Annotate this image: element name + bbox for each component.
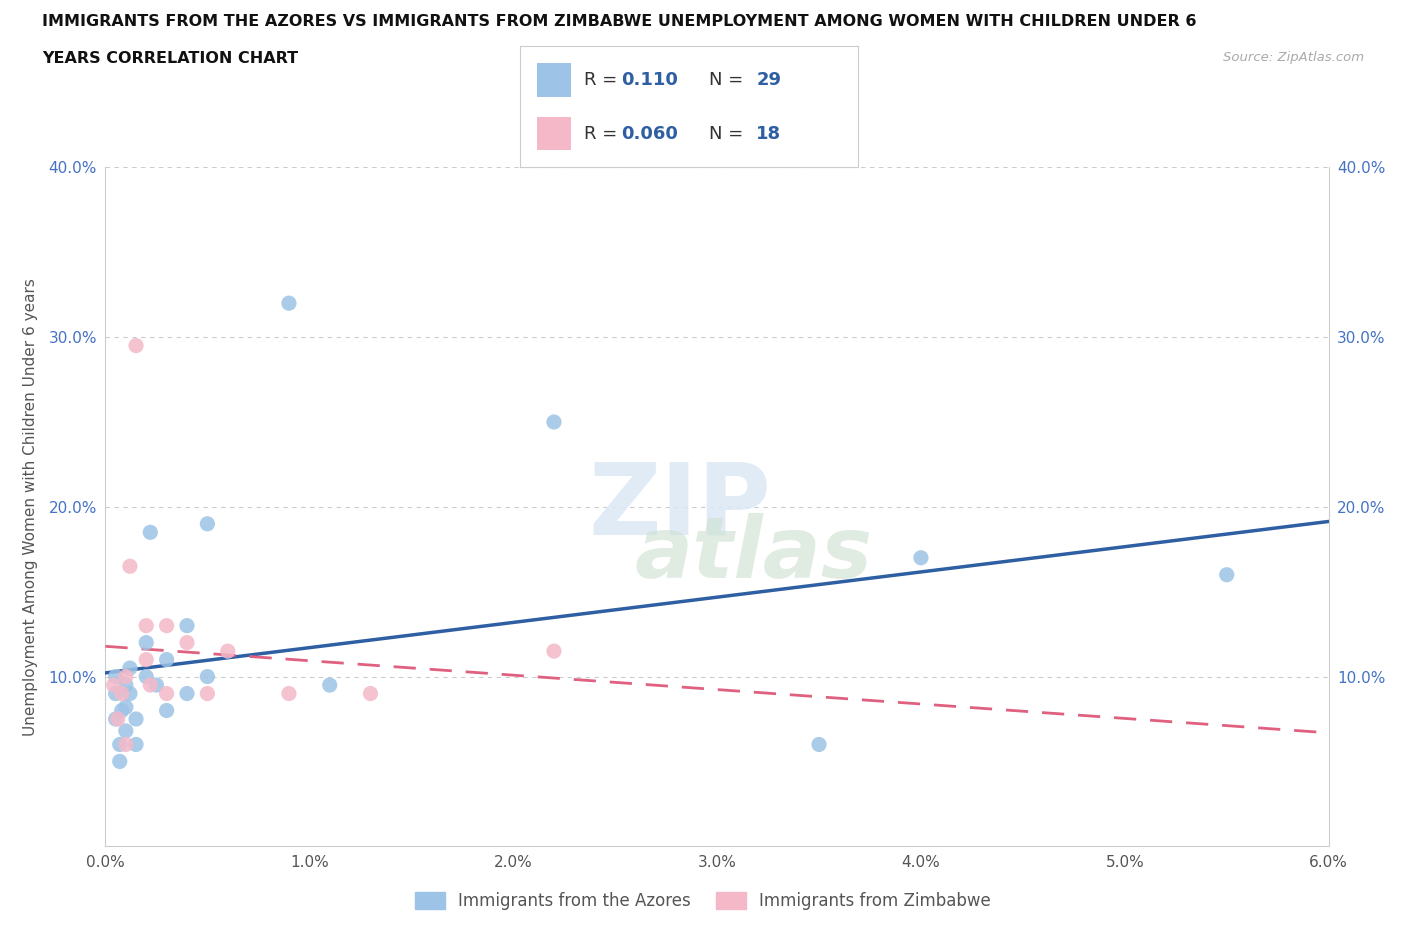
- Text: 0.110: 0.110: [621, 72, 678, 89]
- Text: N =: N =: [709, 72, 749, 89]
- Point: [318, 678, 342, 693]
- Point: [135, 652, 157, 667]
- Point: [104, 670, 127, 684]
- Point: [155, 703, 177, 718]
- Y-axis label: Unemployment Among Women with Children Under 6 years: Unemployment Among Women with Children U…: [22, 278, 38, 736]
- Text: IMMIGRANTS FROM THE AZORES VS IMMIGRANTS FROM ZIMBABWE UNEMPLOYMENT AMONG WOMEN : IMMIGRANTS FROM THE AZORES VS IMMIGRANTS…: [42, 14, 1197, 29]
- Point: [125, 737, 148, 752]
- Point: [195, 686, 219, 701]
- Text: R =: R =: [585, 72, 623, 89]
- Point: [155, 686, 177, 701]
- Point: [118, 559, 141, 574]
- Point: [135, 635, 157, 650]
- Point: [910, 551, 932, 565]
- Text: N =: N =: [709, 125, 749, 142]
- Point: [104, 686, 127, 701]
- Point: [108, 737, 131, 752]
- Point: [125, 339, 148, 353]
- Point: [115, 670, 138, 684]
- Text: YEARS CORRELATION CHART: YEARS CORRELATION CHART: [42, 51, 298, 66]
- Point: [278, 686, 301, 701]
- Text: 29: 29: [756, 72, 782, 89]
- Point: [543, 415, 565, 430]
- Point: [145, 678, 167, 693]
- Point: [176, 686, 198, 701]
- Text: 18: 18: [756, 125, 782, 142]
- Point: [139, 525, 162, 539]
- Point: [135, 670, 157, 684]
- Point: [176, 635, 198, 650]
- Text: Source: ZipAtlas.com: Source: ZipAtlas.com: [1223, 51, 1364, 64]
- Text: atlas: atlas: [634, 512, 873, 596]
- Point: [125, 711, 148, 726]
- Point: [155, 618, 177, 633]
- Point: [111, 703, 134, 718]
- Point: [807, 737, 830, 752]
- Point: [176, 618, 198, 633]
- Text: ZIP: ZIP: [589, 458, 772, 555]
- Text: 0.060: 0.060: [621, 125, 678, 142]
- Point: [139, 678, 162, 693]
- Point: [104, 711, 127, 726]
- Legend: Immigrants from the Azores, Immigrants from Zimbabwe: Immigrants from the Azores, Immigrants f…: [408, 885, 998, 917]
- Point: [543, 644, 565, 658]
- Text: R =: R =: [585, 125, 623, 142]
- Point: [107, 711, 129, 726]
- Point: [118, 660, 141, 675]
- Point: [108, 754, 131, 769]
- Point: [115, 737, 138, 752]
- Point: [278, 296, 301, 311]
- Point: [111, 686, 134, 701]
- Point: [360, 686, 382, 701]
- Point: [115, 724, 138, 738]
- Point: [195, 516, 219, 531]
- Bar: [537, 116, 571, 151]
- Point: [115, 678, 138, 693]
- Point: [195, 670, 219, 684]
- Point: [1215, 567, 1237, 582]
- Point: [115, 699, 138, 714]
- Point: [118, 686, 141, 701]
- Point: [135, 618, 157, 633]
- Point: [217, 644, 239, 658]
- Point: [103, 678, 125, 693]
- Bar: [537, 63, 571, 98]
- Point: [155, 652, 177, 667]
